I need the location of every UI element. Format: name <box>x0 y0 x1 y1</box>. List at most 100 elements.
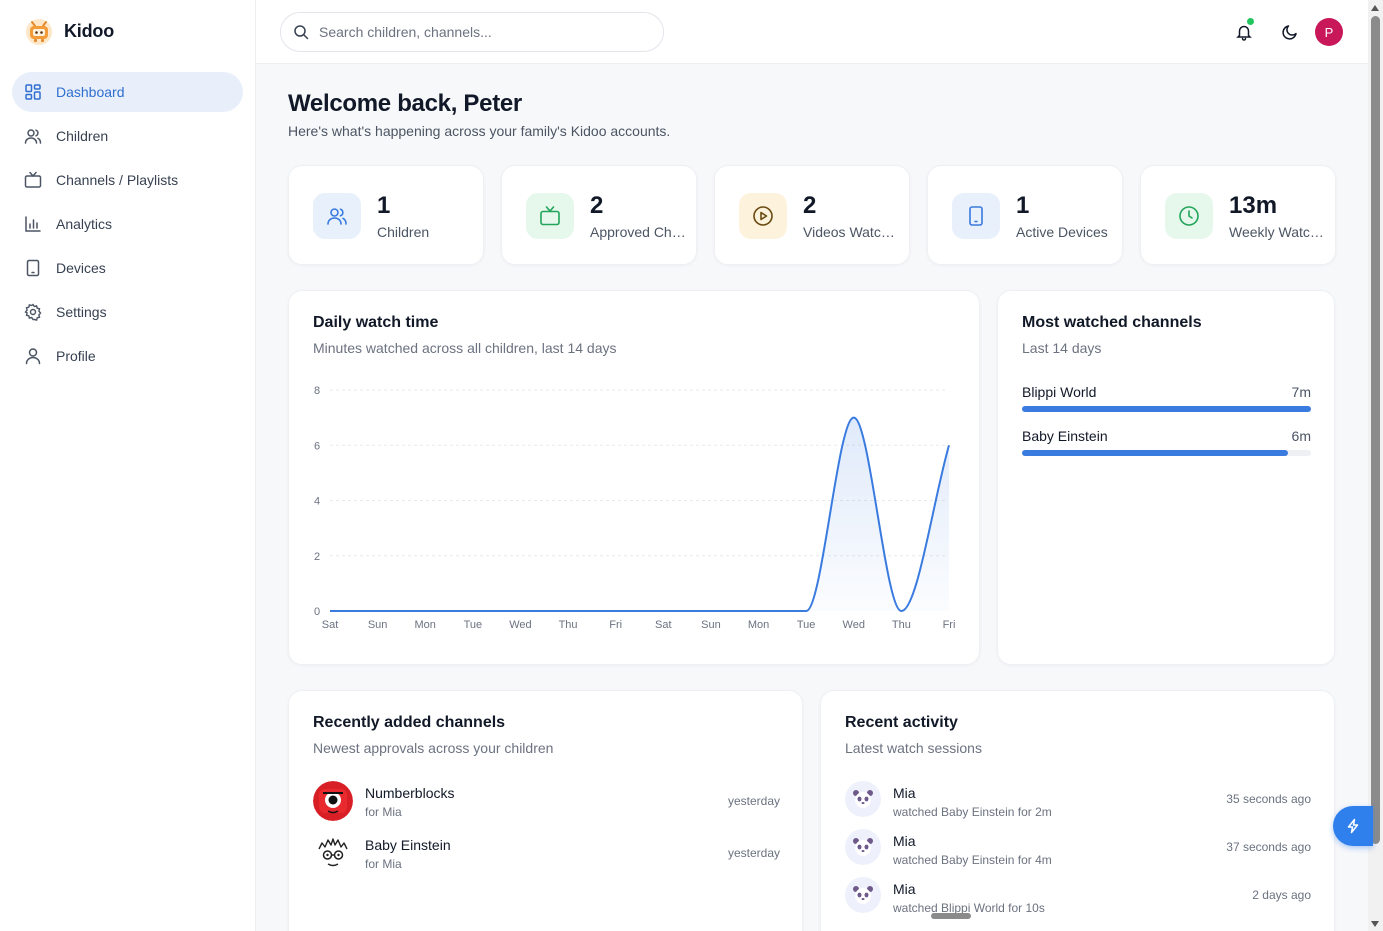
activity-item[interactable]: Mia watched Baby Einstein for 4m 37 seco… <box>845 829 1311 869</box>
card-subtitle: Newest approvals across your children <box>313 740 554 756</box>
channel-bar-fill <box>1022 450 1288 456</box>
chart-data-point[interactable] <box>324 605 336 617</box>
sidebar-item-devices[interactable]: Devices <box>12 248 243 288</box>
search-input[interactable] <box>319 24 639 40</box>
stat-icon-wrap <box>1165 193 1213 239</box>
channel-name: Blippi World <box>1022 384 1097 400</box>
activity-child-name: Mia <box>893 833 916 849</box>
sidebar-item-label: Profile <box>56 348 96 364</box>
x-tick-label: Thu <box>559 619 578 631</box>
chart-data-point[interactable] <box>372 605 384 617</box>
sidebar-item-profile[interactable]: Profile <box>12 336 243 376</box>
chart-data-point[interactable] <box>514 605 526 617</box>
card-title: Daily watch time <box>313 314 439 331</box>
stat-icon-wrap <box>739 193 787 239</box>
chart-data-point[interactable] <box>610 605 622 617</box>
chart-data-point[interactable] <box>753 605 765 617</box>
activity-detail: watched Blippi World for 10s <box>893 901 1045 915</box>
channel-name: Baby Einstein <box>365 837 451 853</box>
activity-item[interactable]: Mia watched Baby Einstein for 2m 35 seco… <box>845 781 1311 821</box>
search-icon <box>294 25 309 40</box>
chart-data-point[interactable] <box>467 605 479 617</box>
stat-icon-wrap <box>313 193 361 239</box>
stat-icon-wrap <box>526 193 574 239</box>
stat-value: 1 <box>377 192 391 219</box>
x-tick-label: Sat <box>322 619 339 631</box>
sidebar-item-children[interactable]: Children <box>12 116 243 156</box>
most-watched-channels-card: Most watched channels Last 14 days Blipp… <box>997 290 1335 665</box>
recent-activity-card: Recent activity Latest watch sessions Mi… <box>820 690 1335 931</box>
quick-action-button[interactable] <box>1333 806 1373 846</box>
stat-label: Children <box>377 224 430 240</box>
y-tick-label: 6 <box>314 440 320 452</box>
brand[interactable]: Kidoo <box>24 16 114 46</box>
y-tick-label: 4 <box>314 496 320 508</box>
stat-value: 2 <box>803 192 817 219</box>
channel-owner: for Mia <box>365 805 402 819</box>
notifications-button[interactable] <box>1230 18 1258 46</box>
users-icon <box>24 129 42 144</box>
x-tick-label: Thu <box>892 619 911 631</box>
chart-data-point[interactable] <box>705 605 717 617</box>
activity-time: 37 seconds ago <box>1226 840 1311 854</box>
stat-label: Active Devices <box>1016 224 1108 240</box>
daily-watch-time-card: Daily watch time Minutes watched across … <box>288 290 980 665</box>
sidebar-item-settings[interactable]: Settings <box>12 292 243 332</box>
bar-chart-icon <box>25 216 41 232</box>
chart-data-point[interactable] <box>562 605 574 617</box>
grid-icon <box>25 84 41 100</box>
list-item[interactable]: Baby Einstein for Mia yesterday <box>313 833 780 873</box>
numberblocks-avatar-icon <box>313 781 353 821</box>
chart-data-point[interactable] <box>800 605 812 617</box>
stat-card-approved-channels: 2 Approved Channels <box>501 165 697 265</box>
daily-watch-time-chart: 0 2 4 6 8 Sat Sun Mon Tue Wed Thu Fri Sat Sun Mon Tue We… <box>314 385 955 631</box>
activity-detail: watched Baby Einstein for 4m <box>893 853 1052 867</box>
theme-toggle-button[interactable] <box>1276 18 1304 46</box>
scroll-up-arrow-icon[interactable] <box>1371 5 1379 11</box>
search-box[interactable] <box>280 12 664 52</box>
card-subtitle: Minutes watched across all children, las… <box>313 340 617 356</box>
stat-value: 13m <box>1229 192 1278 219</box>
scroll-thumb[interactable] <box>1371 16 1380 844</box>
list-item[interactable]: Numberblocks for Mia yesterday <box>313 781 780 821</box>
stat-value: 2 <box>590 192 604 219</box>
chart-data-point[interactable] <box>419 605 431 617</box>
sidebar-item-channels[interactable]: Channels / Playlists <box>12 160 243 200</box>
x-tick-label: Tue <box>464 619 483 631</box>
activity-child-name: Mia <box>893 881 916 897</box>
added-time: yesterday <box>727 846 780 860</box>
page-scrollbar[interactable] <box>1368 0 1383 931</box>
user-avatar[interactable]: P <box>1315 18 1343 46</box>
card-title: Most watched channels <box>1022 314 1202 331</box>
drag-handle[interactable] <box>931 913 971 919</box>
x-tick-label: Fri <box>609 619 622 631</box>
card-subtitle: Last 14 days <box>1022 340 1102 356</box>
tv-icon <box>24 171 42 188</box>
chart-area-fill <box>330 417 949 611</box>
chart-data-point[interactable] <box>657 605 669 617</box>
clock-icon <box>1179 206 1199 226</box>
activity-detail: watched Baby Einstein for 2m <box>893 805 1052 819</box>
activity-child-name: Mia <box>893 785 916 801</box>
sidebar-item-dashboard[interactable]: Dashboard <box>12 72 243 112</box>
stat-card-children: 1 Children <box>288 165 484 265</box>
card-subtitle: Latest watch sessions <box>845 740 982 756</box>
tablet-icon <box>969 206 983 226</box>
bell-icon <box>1236 25 1252 41</box>
gear-icon <box>24 303 42 321</box>
chart-data-point[interactable] <box>943 439 955 451</box>
stat-label: Videos Watched <box>803 224 899 240</box>
channel-watch-time: 7m <box>1291 384 1311 400</box>
sidebar-nav: Dashboard Children Channels / Playlists … <box>12 72 243 380</box>
page-title: Welcome back, Peter <box>288 90 522 117</box>
chart-data-point[interactable] <box>895 605 907 617</box>
activity-item[interactable]: Mia watched Blippi World for 10s 2 days … <box>845 877 1311 917</box>
chart-data-point[interactable] <box>848 412 860 424</box>
brand-name: Kidoo <box>64 20 114 41</box>
scroll-down-arrow-icon[interactable] <box>1371 921 1379 927</box>
sidebar-item-analytics[interactable]: Analytics <box>12 204 243 244</box>
x-tick-label: Sat <box>655 619 672 631</box>
sidebar-item-label: Devices <box>56 260 106 276</box>
x-tick-label: Wed <box>509 619 531 631</box>
users-icon <box>327 208 347 225</box>
